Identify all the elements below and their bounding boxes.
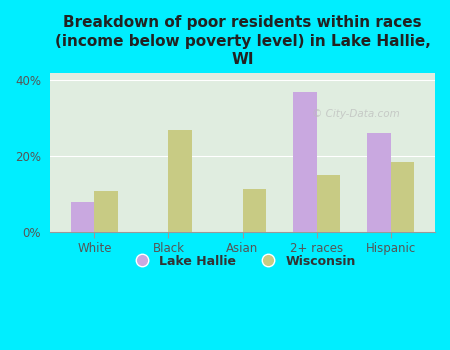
Bar	[391, 162, 414, 232]
Bar	[71, 202, 94, 232]
Title: Breakdown of poor residents within races
(income below poverty level) in Lake Ha: Breakdown of poor residents within races…	[54, 15, 431, 67]
Bar	[243, 189, 266, 232]
Bar	[293, 92, 316, 232]
Bar	[316, 175, 340, 232]
Text: © City-Data.com: © City-Data.com	[312, 109, 400, 119]
Legend: Lake Hallie, Wisconsin: Lake Hallie, Wisconsin	[123, 248, 362, 274]
Bar	[168, 130, 192, 232]
Bar	[367, 133, 391, 232]
Bar	[94, 190, 118, 232]
